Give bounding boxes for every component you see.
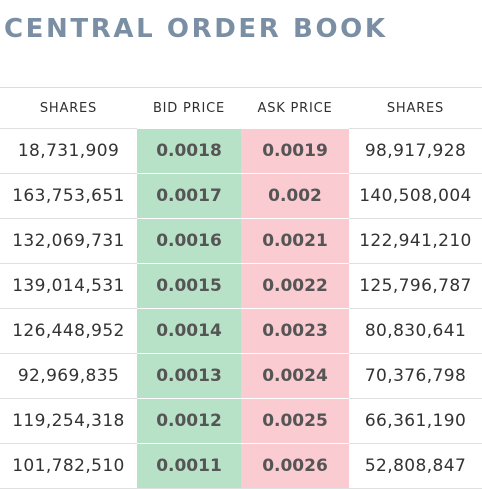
bid-shares-cell: 139,014,531: [0, 263, 137, 309]
header-bid-price: BID PRICE: [137, 87, 241, 129]
ask-price-cell: 0.0019: [241, 128, 349, 174]
ask-shares-cell: 70,376,798: [349, 353, 482, 399]
bid-price-cell: 0.0011: [137, 443, 241, 489]
page-title: CENTRAL ORDER BOOK: [4, 14, 388, 44]
table-row: 101,782,510 0.0011 0.0026 52,808,847: [0, 443, 482, 489]
order-book-table: SHARES BID PRICE ASK PRICE SHARES 18,731…: [0, 87, 482, 489]
ask-shares-cell: 66,361,190: [349, 398, 482, 444]
ask-price-cell: 0.0023: [241, 308, 349, 354]
bid-shares-cell: 18,731,909: [0, 128, 137, 174]
table-row: 18,731,909 0.0018 0.0019 98,917,928: [0, 128, 482, 174]
bid-price-cell: 0.0014: [137, 308, 241, 354]
ask-shares-cell: 52,808,847: [349, 443, 482, 489]
bid-price-cell: 0.0018: [137, 128, 241, 174]
order-book-header: SHARES BID PRICE ASK PRICE SHARES: [0, 87, 482, 129]
bid-price-cell: 0.0013: [137, 353, 241, 399]
ask-price-cell: 0.0022: [241, 263, 349, 309]
ask-shares-cell: 98,917,928: [349, 128, 482, 174]
ask-shares-cell: 140,508,004: [349, 173, 482, 219]
header-bid-shares: SHARES: [0, 87, 137, 129]
table-row: 139,014,531 0.0015 0.0022 125,796,787: [0, 263, 482, 309]
ask-price-cell: 0.002: [241, 173, 349, 219]
ask-price-cell: 0.0024: [241, 353, 349, 399]
order-book-body: 18,731,909 0.0018 0.0019 98,917,928 163,…: [0, 128, 482, 489]
bid-price-cell: 0.0012: [137, 398, 241, 444]
bid-shares-cell: 92,969,835: [0, 353, 137, 399]
bid-shares-cell: 101,782,510: [0, 443, 137, 489]
ask-shares-cell: 122,941,210: [349, 218, 482, 264]
ask-price-cell: 0.0021: [241, 218, 349, 264]
table-row: 132,069,731 0.0016 0.0021 122,941,210: [0, 218, 482, 264]
bid-price-cell: 0.0017: [137, 173, 241, 219]
ask-shares-cell: 80,830,641: [349, 308, 482, 354]
table-row: 92,969,835 0.0013 0.0024 70,376,798: [0, 353, 482, 399]
header-ask-price: ASK PRICE: [241, 87, 349, 129]
bid-price-cell: 0.0016: [137, 218, 241, 264]
table-row: 163,753,651 0.0017 0.002 140,508,004: [0, 173, 482, 219]
bid-shares-cell: 126,448,952: [0, 308, 137, 354]
header-ask-shares: SHARES: [349, 87, 482, 129]
table-row: 126,448,952 0.0014 0.0023 80,830,641: [0, 308, 482, 354]
header-row: SHARES BID PRICE ASK PRICE SHARES: [0, 87, 482, 129]
ask-price-cell: 0.0025: [241, 398, 349, 444]
bid-shares-cell: 119,254,318: [0, 398, 137, 444]
bid-price-cell: 0.0015: [137, 263, 241, 309]
bid-shares-cell: 163,753,651: [0, 173, 137, 219]
bid-shares-cell: 132,069,731: [0, 218, 137, 264]
table-row: 119,254,318 0.0012 0.0025 66,361,190: [0, 398, 482, 444]
ask-price-cell: 0.0026: [241, 443, 349, 489]
ask-shares-cell: 125,796,787: [349, 263, 482, 309]
